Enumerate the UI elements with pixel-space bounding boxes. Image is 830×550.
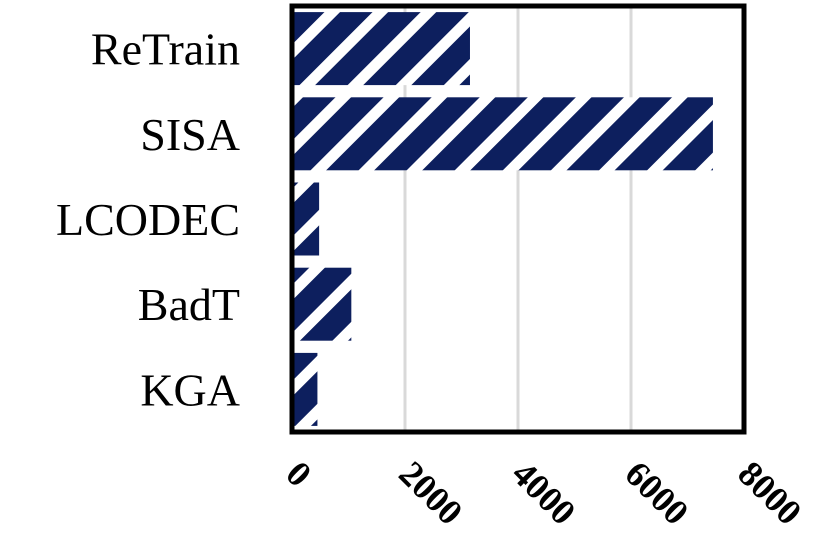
x-tick-label-8000: 8000	[730, 453, 809, 532]
category-label-sisa: SISA	[140, 109, 240, 160]
bar-sisa	[292, 97, 713, 171]
category-labels: ReTrain SISA LCODEC BadT KGA	[56, 24, 240, 416]
x-tick-label-4000: 4000	[504, 453, 583, 532]
bar-retrain	[292, 12, 470, 86]
plot-frame	[289, 3, 747, 435]
bar-kga	[292, 352, 318, 426]
bars	[292, 12, 713, 426]
category-label-badt: BadT	[138, 279, 240, 330]
x-tick-label-2000: 2000	[391, 453, 470, 532]
bar-badt	[292, 267, 352, 341]
x-tick-labels: 0 2000 4000 6000 8000	[278, 453, 809, 532]
bar-lcodec	[292, 182, 320, 256]
category-label-kga: KGA	[140, 364, 240, 415]
category-label-retrain: ReTrain	[91, 24, 240, 75]
category-label-lcodec: LCODEC	[56, 194, 240, 245]
x-tick-label-6000: 6000	[617, 453, 696, 532]
x-tick-label-0: 0	[278, 453, 319, 494]
